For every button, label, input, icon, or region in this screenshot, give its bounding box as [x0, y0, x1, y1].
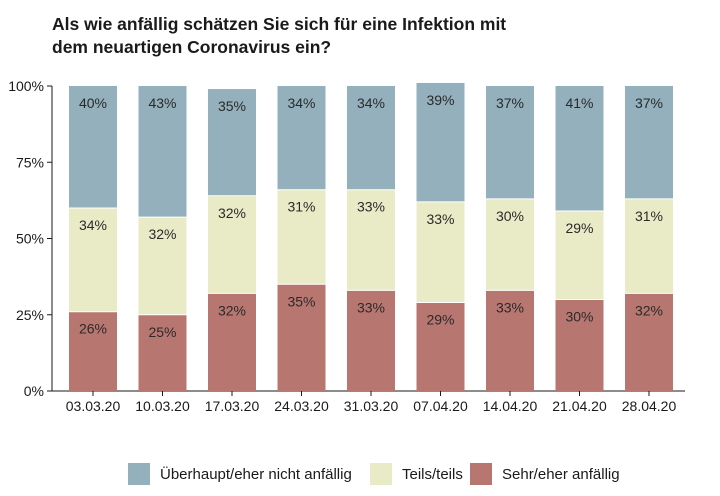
bar-data-label: 33% — [496, 299, 524, 315]
legend-swatch-teils — [370, 463, 392, 485]
bar-data-label: 33% — [357, 199, 385, 215]
bar-data-label: 26% — [79, 321, 107, 337]
bar-segment — [138, 217, 187, 315]
bar-segment — [555, 211, 604, 300]
bar-segment — [416, 302, 465, 391]
bar-segment — [416, 82, 465, 202]
x-tick-label: 24.03.20 — [274, 398, 329, 414]
y-tick-label: 75% — [16, 154, 44, 170]
x-tick-label: 07.04.20 — [413, 398, 468, 414]
bar-data-label: 25% — [148, 324, 176, 340]
bar-segment — [138, 86, 187, 218]
bar-segment — [625, 198, 673, 294]
bar-data-label: 39% — [426, 92, 454, 108]
legend-label-teils: Teils/teils — [402, 465, 463, 483]
legend-label-sehr: Sehr/eher anfällig — [502, 465, 620, 483]
bar-segment — [555, 86, 604, 212]
bar-segment — [138, 314, 187, 391]
bar-data-label: 40% — [79, 95, 107, 111]
bar-data-label: 33% — [426, 211, 454, 227]
bar-data-label: 41% — [565, 95, 593, 111]
legend-item-teils: Teils/teils — [370, 460, 463, 488]
stacked-bar-chart: 0% 25% 50% 75% 100% 26% 34% 40% 03.03.20 25% 32% 43… — [8, 78, 685, 414]
y-tick-label: 50% — [16, 231, 44, 247]
bar-segment — [625, 86, 673, 199]
bar-segment — [69, 311, 117, 391]
bar-data-label: 35% — [287, 293, 315, 309]
bar-data-label: 29% — [426, 312, 454, 328]
bar-segment — [555, 299, 604, 391]
chart-title-line-2: dem neuartigen Coronavirus ein? — [52, 37, 332, 57]
bar-segment — [277, 86, 326, 190]
bar-data-label: 32% — [635, 302, 663, 318]
legend-item-sehr: Sehr/eher anfällig — [470, 460, 620, 488]
chart-legend: Überhaupt/eher nicht anfällig Teils/teil… — [0, 460, 720, 488]
bar-segment — [69, 208, 117, 312]
bar-data-label: 33% — [357, 299, 385, 315]
legend-swatch-ueberhaupt — [128, 463, 150, 485]
bar-data-label: 37% — [635, 95, 663, 111]
bar-segment — [277, 284, 326, 391]
bar-data-label: 32% — [218, 205, 246, 221]
x-tick-label: 03.03.20 — [66, 398, 121, 414]
bar-data-label: 29% — [565, 220, 593, 236]
bar-segment — [208, 195, 256, 294]
bar-segment — [625, 293, 673, 391]
x-tick-label: 28.04.20 — [622, 398, 677, 414]
x-tick-label: 21.04.20 — [552, 398, 607, 414]
bar-segment — [486, 290, 534, 391]
chart-title-line-1: Als wie anfällig schätzen Sie sich für e… — [52, 14, 507, 34]
bar-segment — [347, 290, 395, 391]
legend-item-ueberhaupt: Überhaupt/eher nicht anfällig — [128, 460, 352, 488]
bar-data-label: 30% — [496, 208, 524, 224]
y-tick-label: 0% — [24, 383, 44, 399]
bar-data-label: 32% — [148, 226, 176, 242]
legend-label-ueberhaupt: Überhaupt/eher nicht anfällig — [160, 465, 352, 483]
bar-data-label: 34% — [287, 95, 315, 111]
bar-segment — [347, 189, 395, 291]
bar-segment — [347, 86, 395, 190]
bar-data-label: 37% — [496, 95, 524, 111]
bar-data-label: 31% — [635, 208, 663, 224]
bar-data-label: 43% — [148, 95, 176, 111]
chart-title: Als wie anfällig schätzen Sie sich für e… — [52, 13, 692, 59]
legend-swatch-sehr — [470, 463, 492, 485]
bar-segment — [486, 86, 534, 199]
y-tick-label: 25% — [16, 307, 44, 323]
x-tick-label: 14.04.20 — [483, 398, 538, 414]
bar-data-label: 35% — [218, 98, 246, 114]
bar-data-label: 34% — [79, 217, 107, 233]
x-tick-label: 17.03.20 — [205, 398, 260, 414]
bar-segment — [486, 198, 534, 291]
bar-data-label: 30% — [565, 309, 593, 325]
bar-data-label: 32% — [218, 302, 246, 318]
bar-segment — [208, 89, 256, 196]
x-tick-label: 10.03.20 — [135, 398, 190, 414]
bar-segment — [208, 293, 256, 391]
bar-segment — [416, 201, 465, 303]
bar-data-label: 31% — [287, 199, 315, 215]
bar-segment — [69, 86, 117, 208]
x-tick-label: 31.03.20 — [344, 398, 399, 414]
bar-segment — [277, 189, 326, 285]
y-tick-label: 100% — [8, 78, 44, 94]
bar-data-label: 34% — [357, 95, 385, 111]
